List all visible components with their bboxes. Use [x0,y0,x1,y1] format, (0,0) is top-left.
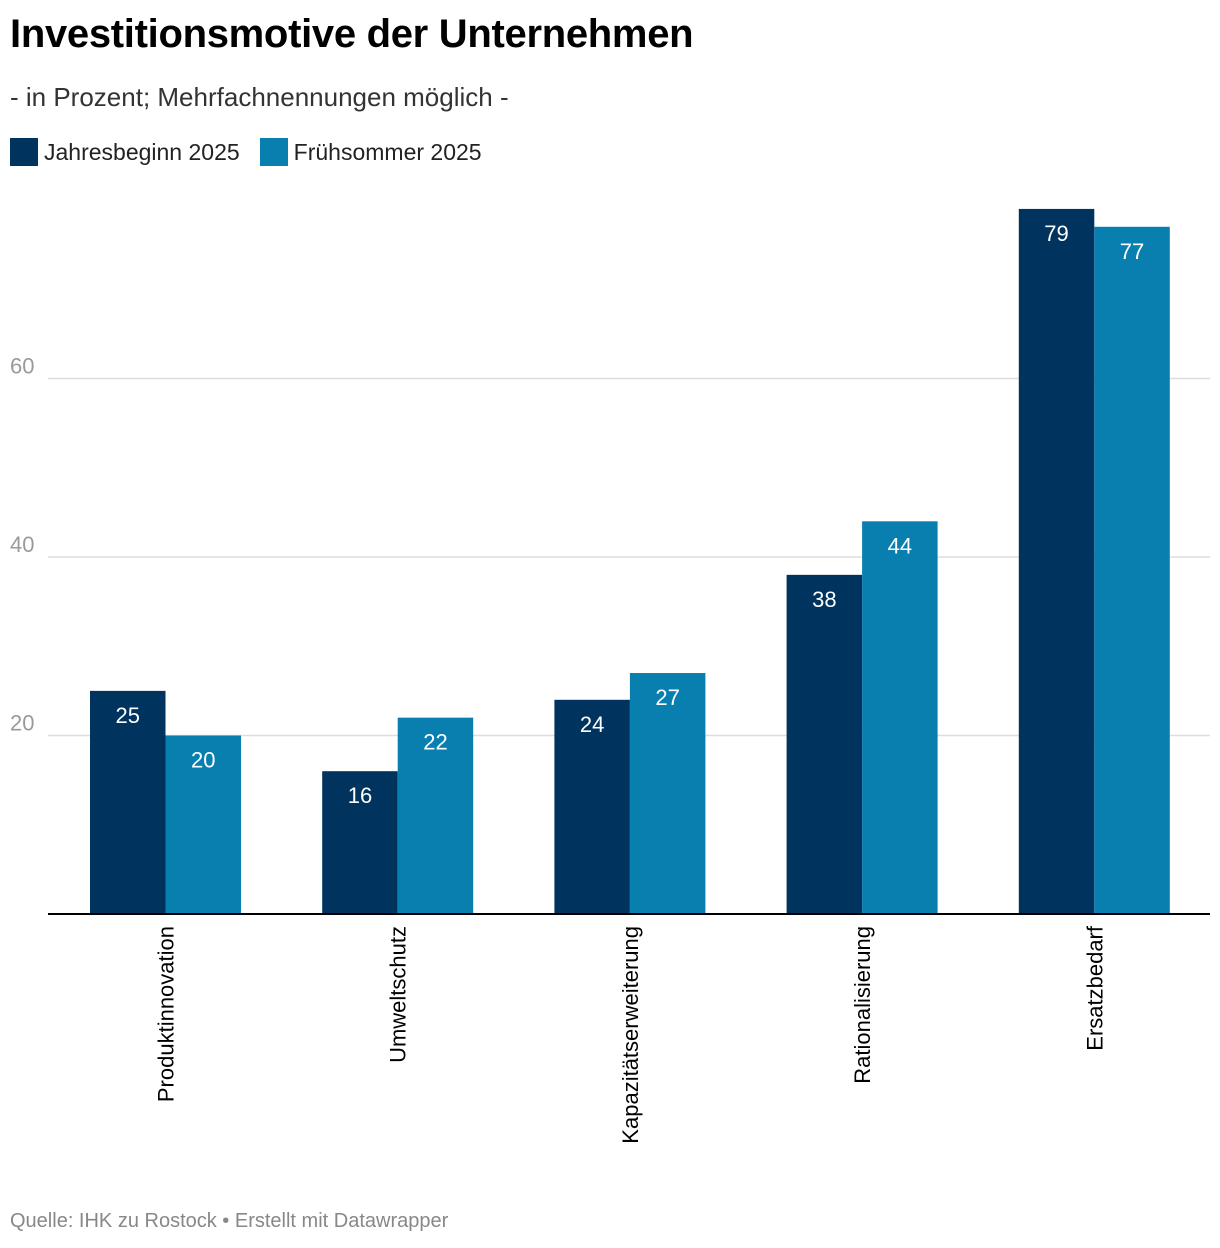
legend-item-series-1: Jahresbeginn 2025 [10,138,240,166]
value-label: 27 [655,685,679,710]
value-label: 44 [888,533,912,558]
bar-chart: 20 40 60 25 20 16 22 24 27 38 44 79 77 Produktinnov… [10,208,1210,1144]
legend-item-series-2: Frühsommer 2025 [259,138,482,166]
bar-1 [786,574,863,914]
value-labels: 25 20 16 22 24 27 38 44 79 77 [116,221,1145,808]
bar-2 [862,521,938,914]
category-label: Produktinnovation [154,926,179,1102]
source-note: Quelle: IHK zu Rostock • Erstellt mit Da… [10,1210,449,1232]
legend-swatch-series-1 [10,138,38,166]
value-label: 22 [423,730,447,755]
value-label: 77 [1120,239,1144,264]
bar-2 [165,735,241,914]
chart-title: Investitionsmotive der Unternehmen [10,12,694,56]
value-label: 16 [348,783,372,808]
bar-1 [1018,208,1095,915]
bar-2 [397,717,474,914]
y-tick-label: 40 [10,532,34,557]
y-tick-label: 20 [10,711,34,736]
category-label: Umweltschutz [386,926,411,1063]
bar-2 [629,673,706,914]
bar-1 [90,690,166,914]
legend: Jahresbeginn 2025 Frühsommer 2025 [10,138,502,166]
category-label: Rationalisierung [850,926,875,1084]
gridlines: 20 40 60 [10,354,1210,737]
legend-label-series-1: Jahresbeginn 2025 [44,138,240,165]
value-label: 38 [812,587,836,612]
chart-subtitle: - in Prozent; Mehrfachnennungen möglich … [10,82,509,112]
value-label: 20 [191,748,215,773]
bars [90,208,1170,915]
axes: Produktinnovation Umweltschutz Kapazitätse… [48,913,1210,1144]
bar-2 [1094,226,1170,914]
value-label: 79 [1044,221,1068,246]
y-tick-label: 60 [10,354,34,379]
category-label: Kapazitätserweiterung [618,926,643,1144]
category-label: Ersatzbedarf [1082,925,1107,1051]
value-label: 25 [116,703,140,728]
bar-1 [322,771,398,914]
legend-label-series-2: Frühsommer 2025 [293,138,482,165]
value-label: 24 [580,712,604,737]
bar-1 [554,699,630,914]
legend-swatch-series-2 [259,138,288,166]
